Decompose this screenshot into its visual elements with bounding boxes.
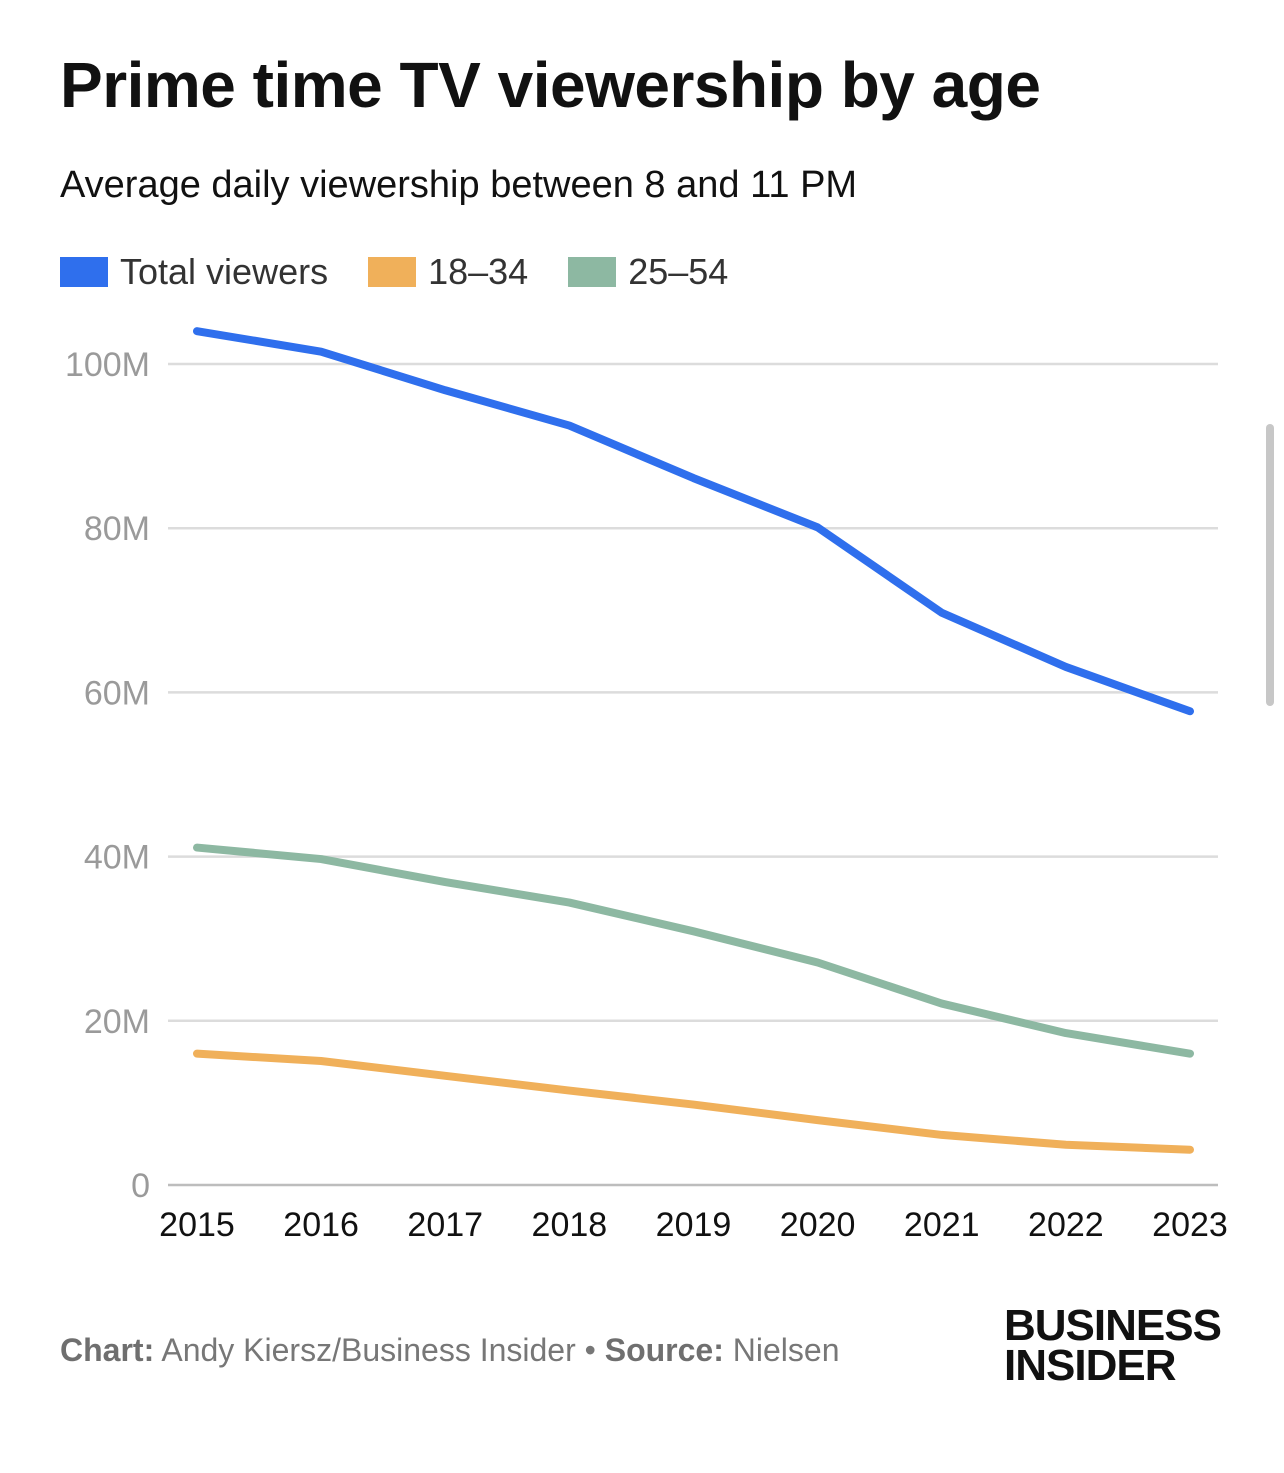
legend-label-18-34: 18–34 xyxy=(428,251,529,292)
legend-item-18-34: 18–34 xyxy=(368,251,528,293)
x-tick-label: 2022 xyxy=(1028,1206,1104,1244)
chart-credit-label: Chart: xyxy=(60,1332,155,1368)
scrollbar[interactable] xyxy=(1266,424,1274,706)
series-lines xyxy=(193,327,1194,1154)
y-tick-label: 0 xyxy=(131,1167,150,1205)
x-tick-label: 2021 xyxy=(904,1206,980,1244)
chart-credit: Chart: Andy Kiersz/Business Insider • So… xyxy=(60,1332,839,1369)
credit-separator: • xyxy=(584,1332,596,1368)
x-tick-label: 2023 xyxy=(1152,1206,1228,1244)
legend-swatch-25-54 xyxy=(568,257,617,287)
series-line-total-viewers xyxy=(193,327,1194,716)
logo-line-1: BUSINESS xyxy=(1004,1301,1222,1350)
business-insider-logo: BUSINESS INSIDER xyxy=(1004,1301,1222,1390)
series-line-18-34 xyxy=(193,1049,1194,1154)
y-tick-label: 20M xyxy=(84,1003,150,1041)
chart-subtitle: Average daily viewership between 8 and 1… xyxy=(60,164,858,206)
y-tick-label: 100M xyxy=(65,346,150,384)
chart-title: Prime time TV viewership by age xyxy=(60,49,1041,121)
legend-label-25-54: 25–54 xyxy=(628,251,729,292)
legend-swatch-18-34 xyxy=(368,257,417,287)
chart-legend: Total viewers 18–34 25–54 xyxy=(60,250,768,294)
x-tick-label: 2017 xyxy=(407,1206,483,1244)
y-tick-label: 80M xyxy=(84,510,150,548)
x-tick-label: 2015 xyxy=(159,1206,235,1244)
source-value: Nielsen xyxy=(732,1332,840,1368)
gridlines xyxy=(168,362,1218,1187)
x-tick-label: 2020 xyxy=(780,1206,856,1244)
source-label: Source: xyxy=(604,1332,724,1368)
x-tick-label: 2016 xyxy=(283,1206,359,1244)
y-axis-ticks: 0 20M 40M 60M 80M 100M xyxy=(65,346,150,1205)
legend-swatch-total-viewers xyxy=(60,257,108,287)
legend-item-25-54: 25–54 xyxy=(568,251,728,293)
chart-credit-value: Andy Kiersz/Business Insider xyxy=(161,1332,576,1368)
x-axis-ticks: 2015 2016 2017 2018 2019 2020 2021 2022 2023 xyxy=(159,1206,1228,1244)
series-line-25-54 xyxy=(193,843,1194,1058)
x-tick-label: 2018 xyxy=(532,1206,608,1244)
legend-label-total-viewers: Total viewers xyxy=(120,251,329,292)
x-tick-label: 2019 xyxy=(656,1206,732,1244)
y-tick-label: 60M xyxy=(84,674,150,712)
logo-line-2: INSIDER xyxy=(1004,1341,1176,1390)
legend-item-total-viewers: Total viewers xyxy=(60,251,328,293)
y-tick-label: 40M xyxy=(84,839,150,877)
